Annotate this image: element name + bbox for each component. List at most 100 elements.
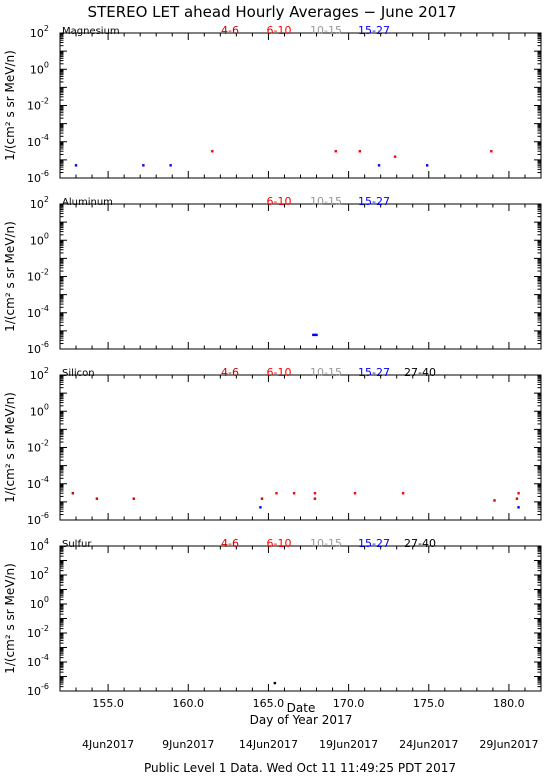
y-tick-exponent: -2 [41, 439, 49, 448]
y-tick-label: 10-4 [27, 304, 49, 320]
y-tick-label: 10-6 [27, 682, 49, 698]
data-point-15-27 [169, 164, 172, 167]
data-point-15-27 [315, 333, 318, 337]
panel-silicon: 10-6 10-4 10-2 100 102 1/(cm² s sr MeV/n) Sili… [3, 366, 542, 527]
y-tick-label: 10-2 [27, 439, 49, 455]
y-tick-label: 102 [30, 366, 49, 382]
panel-sulfur: 10-6 10-4 10-2 100 102 104 1/(cm² s sr MeV/n) S… [3, 537, 542, 710]
panel-aluminum: 10-6 10-4 10-2 100 102 1/(cm² s sr MeV/n) Alum… [3, 195, 542, 356]
y-tick-label: 100 [30, 231, 49, 247]
y-tick-label: 10-2 [27, 268, 49, 284]
legend-15-27: 15-27 [358, 366, 390, 379]
data-point-15-27 [313, 333, 317, 337]
x-axis-label: Day of Year 2017 [250, 713, 353, 727]
legend-15-27: 15-27 [358, 24, 390, 37]
legend-15-27: 15-27 [358, 195, 390, 208]
data-point-15-27 [425, 164, 429, 167]
data-point-27-40 [273, 681, 277, 685]
y-tick-exponent: -6 [41, 682, 49, 691]
data-point-15-27 [377, 164, 381, 167]
y-tick-label: 10-6 [27, 340, 49, 356]
legend-15-27: 15-27 [358, 537, 390, 550]
date-tick-label: 4Jun2017 [82, 738, 134, 751]
legend-6-10: 6-10 [267, 195, 292, 208]
y-tick-exponent: -4 [41, 304, 49, 313]
footer-text: Public Level 1 Data. Wed Oct 11 11:49:25… [144, 761, 456, 775]
data-point-15-27 [74, 164, 78, 167]
data-point-6-10 [275, 492, 278, 495]
y-tick-label: 10-2 [27, 97, 49, 113]
legend-4-6: 4-6 [221, 24, 239, 37]
y-tick-exponent: 0 [44, 402, 49, 411]
data-point-4-6 [95, 497, 99, 500]
legend-4-6: 4-6 [221, 537, 239, 550]
date-tick-label: 14Jun2017 [239, 738, 298, 751]
y-tick-label: 100 [30, 402, 49, 418]
data-point-6-10 [401, 492, 405, 495]
legend-6-10: 6-10 [267, 537, 292, 550]
x-tick-label: 175.0 [413, 697, 445, 710]
y-tick-label: 100 [30, 595, 49, 611]
y-tick-exponent: 4 [44, 537, 49, 546]
element-label: Aluminum [62, 197, 113, 208]
x-tick-label: 180.0 [493, 697, 525, 710]
y-tick-exponent: -2 [41, 268, 49, 277]
data-point-6-10 [313, 492, 317, 495]
legend-27-40: 27-40 [404, 537, 436, 550]
panels: 10-6 10-4 10-2 100 102 1/(cm² s sr MeV/n) Magn… [3, 24, 542, 710]
y-tick-label: 102 [30, 566, 49, 582]
data-point-4-6 [71, 492, 75, 495]
y-tick-label: 10-4 [27, 475, 49, 491]
y-tick-exponent: -6 [41, 340, 49, 349]
element-label: Silicon [62, 368, 95, 379]
date-tick-label: 29Jun2017 [479, 738, 538, 751]
y-tick-exponent: 0 [44, 60, 49, 69]
data-point-15-27 [142, 164, 145, 167]
legend-27-40: 27-40 [404, 366, 436, 379]
y-tick-exponent: -4 [41, 475, 49, 484]
data-point-6-10 [334, 150, 337, 153]
date-tick-labels: 4Jun2017 9Jun2017 14Jun2017 19Jun2017 24Jun2… [82, 738, 539, 751]
date-tick-label: 9Jun2017 [162, 738, 214, 751]
legend-6-10: 6-10 [267, 366, 292, 379]
y-tick-label: 102 [30, 24, 49, 40]
data-point-15-27 [517, 506, 520, 509]
y-tick-label: 10-6 [27, 169, 49, 185]
y-tick-exponent: -2 [41, 624, 49, 633]
data-point-4-6 [515, 497, 519, 500]
plot-frame [59, 374, 542, 521]
y-tick-exponent: 2 [44, 566, 49, 575]
y-tick-exponent: 0 [44, 231, 49, 240]
data-point-6-10 [358, 150, 362, 153]
y-tick-label: 10-2 [27, 624, 49, 640]
element-label: Sulfur [62, 539, 92, 550]
plot-frame [59, 203, 542, 350]
data-point-6-10 [211, 150, 214, 153]
data-point-6-10 [393, 155, 397, 158]
y-tick-label: 10-6 [27, 511, 49, 527]
y-axis-label: 1/(cm² s sr MeV/n) [3, 563, 17, 674]
x-tick-label: 170.0 [333, 697, 365, 710]
y-tick-label: 10-4 [27, 133, 49, 149]
data-point-15-27 [312, 333, 315, 337]
legend-10-15: 10-15 [310, 366, 342, 379]
y-tick-label: 104 [30, 537, 49, 553]
y-tick-exponent: -2 [41, 97, 49, 106]
y-tick-exponent: 2 [44, 195, 49, 204]
y-axis-label: 1/(cm² s sr MeV/n) [3, 221, 17, 332]
legend-4-6: 4-6 [221, 366, 239, 379]
figure-title: STEREO LET ahead Hourly Averages − June … [88, 3, 457, 21]
plot-frame [59, 32, 542, 179]
date-tick-label: 19Jun2017 [319, 738, 378, 751]
data-point-4-6 [260, 497, 264, 500]
data-point-6-10 [517, 492, 520, 495]
date-tick-label: 24Jun2017 [399, 738, 458, 751]
y-axis-label: 1/(cm² s sr MeV/n) [3, 50, 17, 161]
x-tick-label: 155.0 [92, 697, 124, 710]
data-point-4-6 [493, 499, 496, 502]
legend-6-10: 6-10 [267, 24, 292, 37]
data-point-6-10 [353, 492, 357, 495]
legend-10-15: 10-15 [310, 195, 342, 208]
plot-frame [59, 545, 542, 692]
